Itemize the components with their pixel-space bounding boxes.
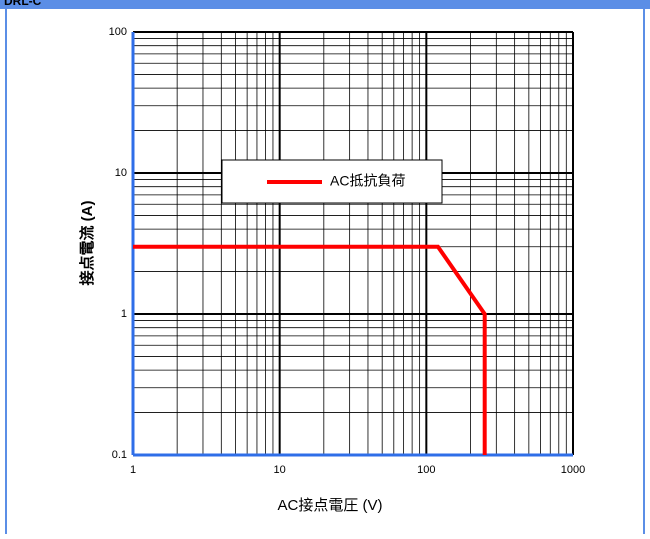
header-bar (0, 0, 650, 9)
header-title: DRL-C (4, 0, 42, 8)
x-tick-label: 1000 (561, 464, 585, 476)
y-tick-label: 0.1 (112, 449, 127, 461)
x-tick-label: 10 (274, 464, 286, 476)
x-tick-label: 100 (417, 464, 435, 476)
y-axis-label: 接点電流 (A) (78, 201, 96, 286)
y-tick-label: 10 (115, 167, 127, 179)
legend-label: AC抵抗負荷 (330, 173, 405, 189)
y-tick-label: 1 (121, 308, 127, 320)
x-tick-label: 1 (130, 464, 136, 476)
y-tick-label: 100 (109, 26, 127, 38)
data-line (133, 244, 487, 455)
x-axis-label: AC接点電圧 (V) (277, 497, 382, 514)
legend-box (221, 159, 443, 204)
